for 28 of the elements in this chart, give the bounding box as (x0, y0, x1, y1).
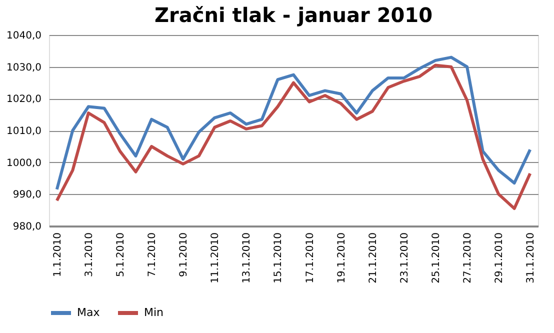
legend-label: Max (77, 306, 100, 319)
y-tick-label: 990,0 (12, 190, 42, 201)
x-tick-label: 15.1.2010 (273, 232, 284, 284)
y-tick-label: 1020,0 (6, 94, 42, 106)
legend-label: Min (144, 306, 164, 319)
x-tick-label: 1.1.2010 (52, 232, 64, 278)
x-tick-label: 3.1.2010 (84, 232, 95, 278)
y-tick-label: 1010,0 (6, 126, 42, 137)
chart-title: Zračni tlak - januar 2010 (154, 3, 433, 27)
line-series (55, 56, 532, 191)
x-tick-label: 7.1.2010 (147, 232, 158, 278)
x-tick-label: 5.1.2010 (115, 232, 126, 278)
x-tick-label: 23.1.2010 (399, 232, 410, 284)
x-tick-label: 21.1.2010 (368, 232, 379, 284)
y-tick-label: 1000,0 (6, 158, 42, 169)
y-tick-label: 1030,0 (6, 62, 42, 74)
x-tick-label: 9.1.2010 (178, 232, 190, 278)
y-tick-label: 1040,0 (6, 30, 42, 42)
x-tick-label: 19.1.2010 (336, 232, 348, 284)
x-tick-label: 25.1.2010 (430, 232, 442, 284)
x-tick-label: 29.1.2010 (494, 232, 506, 284)
y-tick-label: 980,0 (12, 222, 42, 232)
x-tick-label: 31.1.2010 (526, 232, 537, 284)
x-tick-label: 17.1.2010 (304, 232, 316, 284)
x-tick-label: 27.1.2010 (462, 232, 474, 284)
x-tick-label: 11.1.2010 (210, 232, 222, 284)
line-series (55, 64, 532, 210)
x-tick-label: 13.1.2010 (242, 232, 253, 284)
